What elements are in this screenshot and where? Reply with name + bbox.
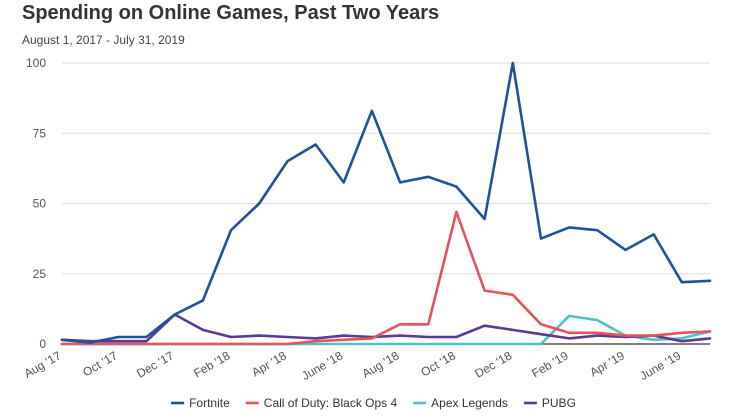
y-tick-label: 100 [26,56,46,70]
legend-label-pubg: PUBG [542,396,576,410]
x-tick-label: Dec '17 [134,348,176,380]
legend-label-apex-legends: Apex Legends [431,396,508,410]
x-tick-label: Apr '19 [587,348,627,379]
chart-subtitle: August 1, 2017 - July 31, 2019 [22,33,185,47]
chart-title: Spending on Online Games, Past Two Years [22,2,440,24]
x-tick-label: Apr '18 [249,348,289,379]
y-tick-label: 50 [33,197,47,211]
series-line-fortnite [60,61,712,344]
x-tick-label: Aug '17 [22,348,64,380]
x-tick-label: Dec '18 [472,348,514,380]
legend-label-call-of-duty-black-ops-4: Call of Duty: Black Ops 4 [264,396,398,410]
y-tick-label: 75 [33,126,47,140]
x-tick-label: Feb '19 [529,348,571,380]
x-tick-label: Aug '18 [360,348,402,380]
y-tick-label: 0 [39,337,46,351]
x-tick-label: Oct '18 [418,348,458,379]
x-tick-label: June '18 [299,348,345,383]
series-line-call-of-duty-black-ops-4 [60,210,712,346]
y-tick-label: 25 [33,267,47,281]
x-tick-label: Oct '17 [80,348,120,379]
x-tick-label: Feb '18 [191,348,233,380]
legend-label-fortnite: Fortnite [189,396,230,410]
x-tick-label: June '19 [637,348,683,383]
